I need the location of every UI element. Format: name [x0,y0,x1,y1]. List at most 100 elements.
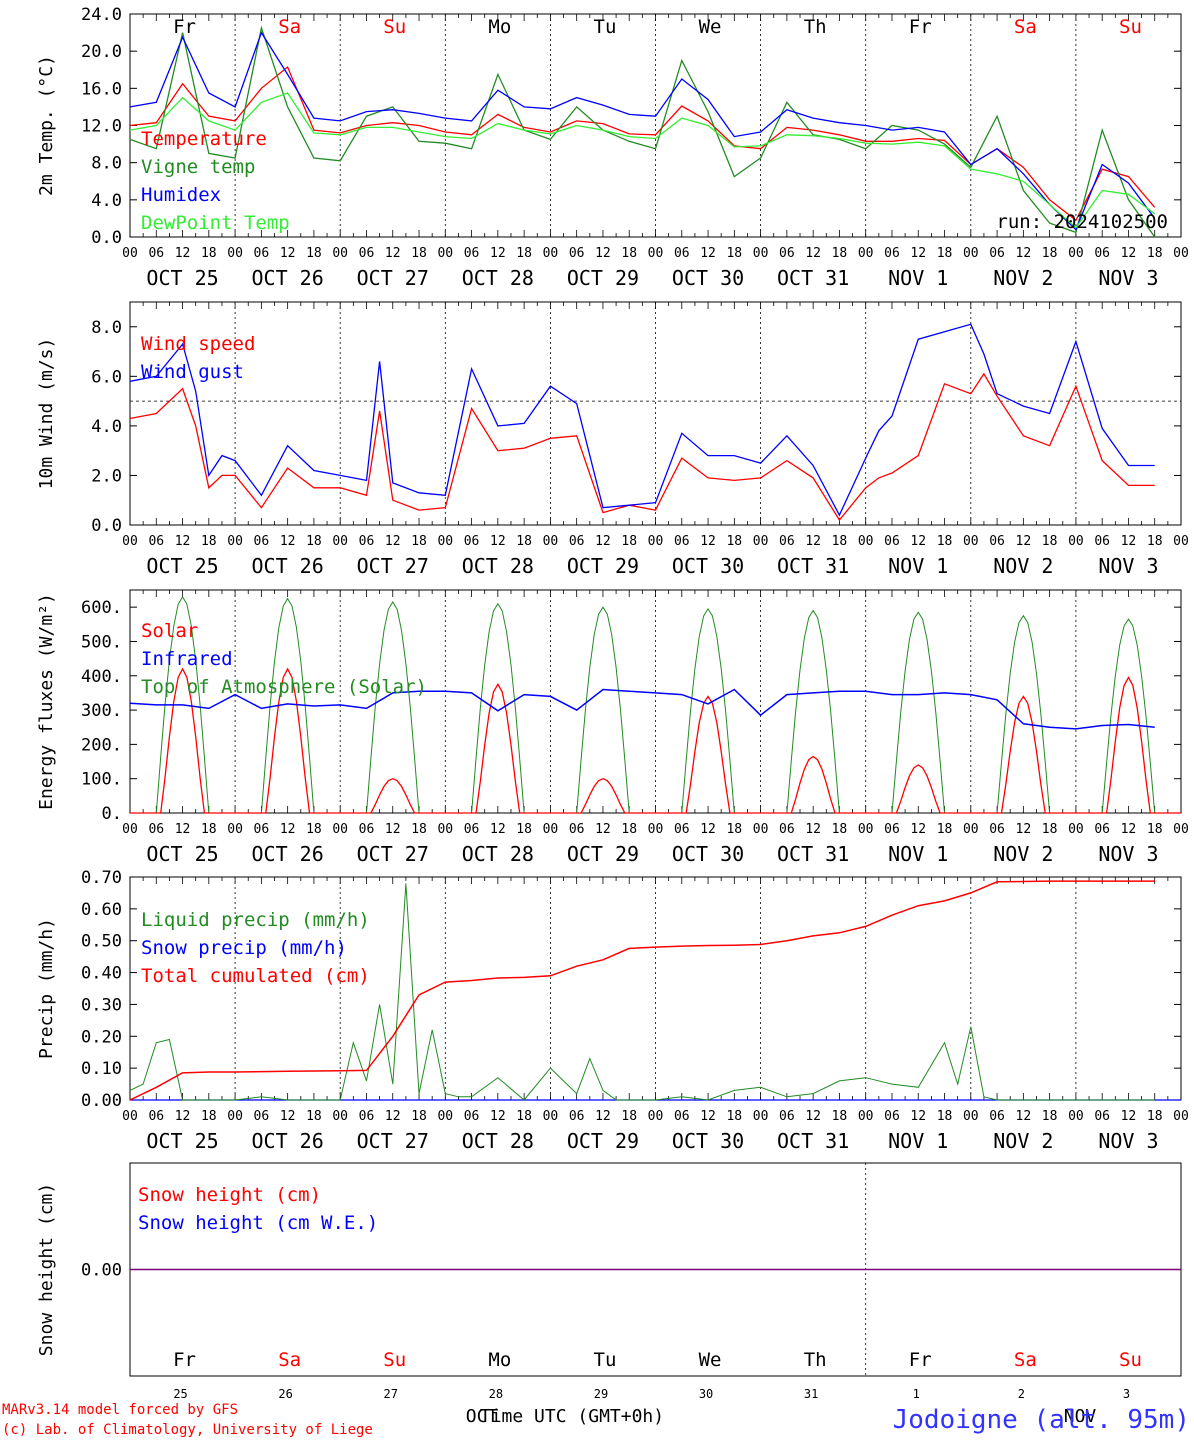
date-label: OCT 27 [357,1129,429,1153]
y-axis-label: 10m Wind (m/s) [36,338,57,490]
credit-line-1: MARv3.14 model forced by GFS [2,1402,238,1418]
date-label: NOV 3 [1098,842,1158,866]
hour-tick-label: 18 [1147,534,1163,549]
hour-tick-label: 12 [490,246,506,261]
legend-entry: Wind speed [141,333,255,355]
y-tick-label: 4.0 [91,417,122,437]
hour-tick-label: 12 [280,1109,296,1124]
legend-entry: Snow precip (mm/h) [141,937,347,959]
hour-tick-label: 06 [674,822,690,837]
hour-tick-label: 06 [779,1109,795,1124]
date-label: NOV 2 [993,1129,1053,1153]
legend-entry: Snow height (cm) [138,1184,321,1206]
y-tick-label: 20.0 [81,42,122,62]
hour-tick-label: 18 [726,1109,742,1124]
hour-tick-label: 06 [989,822,1005,837]
hour-tick-label: 12 [1016,822,1032,837]
y-tick-label: 0.40 [81,964,122,984]
hour-tick-label: 06 [569,1109,585,1124]
day-of-week-label: Fr [909,16,932,38]
hour-tick-label: 18 [201,534,217,549]
hour-tick-label: 12 [280,534,296,549]
hour-tick-label: 06 [569,246,585,261]
hour-tick-label: 18 [937,534,953,549]
hour-tick-label: 18 [411,822,427,837]
hour-tick-label: 06 [359,1109,375,1124]
date-label: OCT 28 [462,1129,534,1153]
hour-tick-label: 06 [148,534,164,549]
y-tick-label: 0.20 [81,1027,122,1047]
day-of-week-label: Fr [173,1349,196,1371]
hour-tick-label: 12 [700,822,716,837]
day-of-week-label: Tu [594,1349,617,1371]
day-of-week-label: We [699,1349,722,1371]
series-green [129,25,1156,238]
hour-tick-label: 12 [385,246,401,261]
day-number-label: 29 [594,1387,608,1401]
hour-tick-label: 06 [464,246,480,261]
y-tick-label: 4.0 [91,191,122,211]
day-of-week-label: Th [804,16,827,38]
hour-tick-label: 06 [464,822,480,837]
month-label-left: OCT [466,1406,499,1427]
hour-tick-label: 18 [411,534,427,549]
hour-tick-label: 12 [910,534,926,549]
hour-tick-label: 00 [753,246,769,261]
hour-tick-label: 12 [910,1109,926,1124]
series-infrared [129,688,1155,730]
hour-tick-label: 12 [595,246,611,261]
day-of-week-label: Su [383,1349,406,1371]
legend-entry: Temperature [141,128,267,150]
y-tick-label: 2.0 [91,466,122,486]
hour-tick-label: 12 [1016,534,1032,549]
hour-tick-label: 06 [1094,822,1110,837]
hour-tick-label: 12 [910,246,926,261]
date-label: OCT 29 [567,842,639,866]
hour-tick-label: 12 [1016,246,1032,261]
y-tick-label: 6.0 [91,367,122,387]
panel-5: 0.00 Snow height (cm) Snow height (cm) Snow… [36,1162,1182,1377]
hour-tick-label: 12 [910,822,926,837]
hour-tick-label: 18 [1147,822,1163,837]
hour-tick-label: 00 [648,1109,664,1124]
hour-tick-label: 18 [201,1109,217,1124]
hour-tick-label: 18 [621,822,637,837]
hour-tick-label: 12 [280,822,296,837]
day-number-label: 31 [804,1387,818,1401]
hour-tick-label: 12 [385,1109,401,1124]
date-label: OCT 30 [672,1129,744,1153]
y-tick-label: 0. [102,804,122,824]
hour-tick-label: 18 [832,1109,848,1124]
hour-tick-label: 12 [805,534,821,549]
y-tick-label: 0.00 [81,1091,122,1111]
station-label: Jodoigne (alt. 95m) [893,1405,1190,1435]
day-number-label: 28 [489,1387,503,1401]
hour-tick-label: 00 [543,822,559,837]
date-label: NOV 2 [993,554,1053,578]
date-label: NOV 1 [888,266,948,290]
hour-tick-label: 12 [1121,534,1137,549]
hour-tick-label: 06 [884,822,900,837]
hour-tick-label: 00 [437,1109,453,1124]
hour-tick-label: 06 [1094,534,1110,549]
date-label: OCT 25 [146,266,218,290]
hour-tick-label: 12 [490,822,506,837]
hour-tick-label: 12 [175,822,191,837]
hour-tick-label: 18 [1042,1109,1058,1124]
hour-tick-label: 18 [306,1109,322,1124]
date-label: OCT 31 [777,842,849,866]
y-tick-label: 0.0 [91,516,122,536]
day-of-week-label: Mo [488,16,511,38]
legend-entry: Liquid precip (mm/h) [141,909,370,931]
hour-tick-label: 18 [1042,246,1058,261]
legend-entry: Top of Atmosphere (Solar) [141,676,427,698]
y-axis-label: Snow height (cm) [36,1183,57,1356]
hour-tick-label: 00 [1173,822,1189,837]
panel-4: 00 06 12 18 OCT 25 00 06 12 18 OCT 26 00 06 12 18 OCT … [36,868,1189,1153]
panel-3: 00 06 12 18 OCT 25 00 06 12 18 OCT 26 00 06 12 18 OCT … [36,589,1189,866]
series-lime [129,92,1156,229]
hour-tick-label: 06 [464,1109,480,1124]
date-label: NOV 1 [888,842,948,866]
day-of-week-label: Mo [488,1349,511,1371]
